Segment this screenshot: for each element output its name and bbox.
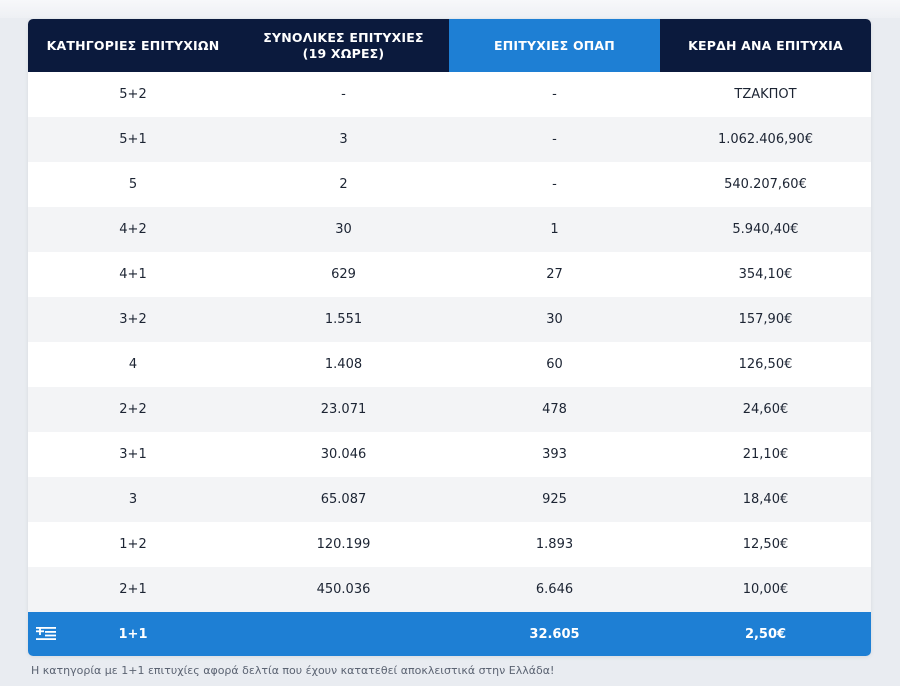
greece-opap: 32.605: [449, 612, 660, 656]
total-winners-cell: 30.046: [238, 432, 449, 477]
header-prize-per-win: ΚΕΡΔΗ ΑΝΑ ΕΠΙΤΥΧΙΑ: [660, 19, 871, 72]
category-cell: 3: [28, 477, 238, 522]
category-cell: 1+2: [28, 522, 238, 567]
total-winners-cell: 629: [238, 252, 449, 297]
total-winners-cell: -: [238, 72, 449, 117]
header-row: ΚΑΤΗΓΟΡΙΕΣ ΕΠΙΤΥΧΙΩΝ ΣΥΝΟΛΙΚΕΣ ΕΠΙΤΥΧΙΕΣ…: [28, 19, 871, 72]
total-winners-cell: 30: [238, 207, 449, 252]
category-cell: 2+1: [28, 567, 238, 612]
greece-category: 1+1: [118, 627, 148, 642]
table-row: 3+2 1.551 30 157,90€: [28, 297, 871, 342]
table-row: 2+2 23.071 478 24,60€: [28, 387, 871, 432]
table-row: 4 1.408 60 126,50€: [28, 342, 871, 387]
category-cell: 4+2: [28, 207, 238, 252]
opap-winners-cell: 27: [449, 252, 660, 297]
table-row: 4+2 30 1 5.940,40€: [28, 207, 871, 252]
table-body: 5+2- - ΤΖΑΚΠΟΤ 5+1 3-1.062.406,90€ 5 2-540.207…: [28, 72, 871, 656]
prize-cell: 126,50€: [660, 342, 871, 387]
total-winners-cell: 450.036: [238, 567, 449, 612]
prize-cell: 5.940,40€: [660, 207, 871, 252]
table-row: 5+1 3-1.062.406,90€: [28, 117, 871, 162]
opap-winners-cell: 393: [449, 432, 660, 477]
table-row: 1+2 120.199 1.893 12,50€: [28, 522, 871, 567]
prize-cell: 354,10€: [660, 252, 871, 297]
results-table: ΚΑΤΗΓΟΡΙΕΣ ΕΠΙΤΥΧΙΩΝ ΣΥΝΟΛΙΚΕΣ ΕΠΙΤΥΧΙΕΣ…: [28, 19, 871, 656]
total-winners-cell: 1.551: [238, 297, 449, 342]
category-cell: 3+2: [28, 297, 238, 342]
category-cell: 5: [28, 162, 238, 207]
prize-cell: 10,00€: [660, 567, 871, 612]
prize-cell: 12,50€: [660, 522, 871, 567]
category-cell: 2+2: [28, 387, 238, 432]
total-winners-cell: 1.408: [238, 342, 449, 387]
category-cell: 3+1: [28, 432, 238, 477]
opap-winners-cell: -: [449, 162, 660, 207]
table-row: 3 65.087 925 18,40€: [28, 477, 871, 522]
total-winners-cell: 2: [238, 162, 449, 207]
prize-cell: 157,90€: [660, 297, 871, 342]
prize-cell: 24,60€: [660, 387, 871, 432]
total-winners-cell: 65.087: [238, 477, 449, 522]
category-cell: 5+2: [28, 72, 238, 117]
greece-row: 1+1 32.605 2,50€: [28, 612, 871, 656]
prize-cell: 21,10€: [660, 432, 871, 477]
category-cell: 4: [28, 342, 238, 387]
prize-cell: 1.062.406,90€: [660, 117, 871, 162]
header-opap-winners: ΕΠΙΤΥΧΙΕΣ ΟΠΑΠ: [449, 19, 660, 72]
opap-winners-cell: -: [449, 117, 660, 162]
header-total-winners: ΣΥΝΟΛΙΚΕΣ ΕΠΙΤΥΧΙΕΣ (19 ΧΩΡΕΣ): [238, 19, 449, 72]
greece-prize: 2,50€: [660, 612, 871, 656]
opap-winners-cell: 925: [449, 477, 660, 522]
header-categories: ΚΑΤΗΓΟΡΙΕΣ ΕΠΙΤΥΧΙΩΝ: [28, 19, 238, 72]
opap-winners-cell: 6.646: [449, 567, 660, 612]
category-cell: 4+1: [28, 252, 238, 297]
prize-cell: 540.207,60€: [660, 162, 871, 207]
total-winners-cell: 120.199: [238, 522, 449, 567]
table-row: 4+1 629 27 354,10€: [28, 252, 871, 297]
table-row: 2+1 450.036 6.646 10,00€: [28, 567, 871, 612]
prize-cell: 18,40€: [660, 477, 871, 522]
opap-winners-cell: 1.893: [449, 522, 660, 567]
footnote: Η κατηγορία με 1+1 επιτυχίες αφορά δελτί…: [31, 664, 555, 677]
table-row: 5+2- - ΤΖΑΚΠΟΤ: [28, 72, 871, 117]
total-winners-cell: 23.071: [238, 387, 449, 432]
opap-winners-cell: 478: [449, 387, 660, 432]
category-cell: 5+1: [28, 117, 238, 162]
table-row: 3+1 30.046 393 21,10€: [28, 432, 871, 477]
opap-winners-cell: 30: [449, 297, 660, 342]
table-row: 5 2-540.207,60€: [28, 162, 871, 207]
total-winners-cell: 3: [238, 117, 449, 162]
top-bar: [0, 0, 900, 18]
greece-total: [238, 612, 449, 656]
prize-cell: ΤΖΑΚΠΟΤ: [660, 72, 871, 117]
opap-winners-cell: -: [449, 72, 660, 117]
opap-winners-cell: 1: [449, 207, 660, 252]
greece-category-cell: 1+1: [28, 612, 238, 656]
greek-flag-icon: [36, 627, 56, 640]
opap-winners-cell: 60: [449, 342, 660, 387]
results-card: ΚΑΤΗΓΟΡΙΕΣ ΕΠΙΤΥΧΙΩΝ ΣΥΝΟΛΙΚΕΣ ΕΠΙΤΥΧΙΕΣ…: [28, 19, 871, 656]
